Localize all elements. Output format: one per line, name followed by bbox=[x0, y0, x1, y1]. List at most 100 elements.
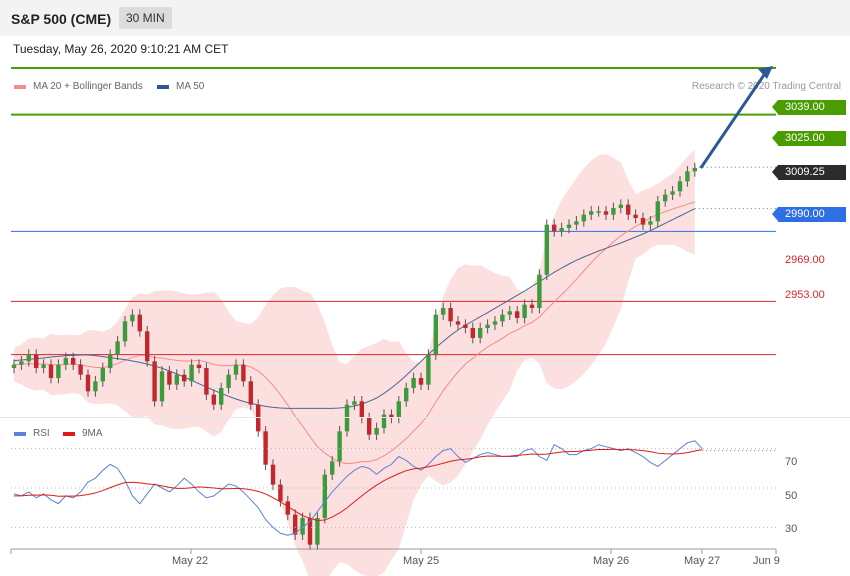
candle-body bbox=[552, 224, 557, 232]
candle-body bbox=[663, 194, 668, 202]
candle-body bbox=[211, 394, 216, 405]
candle-body bbox=[455, 321, 461, 325]
level-tag-3039: 3039.00 bbox=[772, 100, 846, 115]
candle-body bbox=[685, 171, 690, 182]
legend-ma50: MA 50 bbox=[157, 81, 204, 92]
candle-body bbox=[507, 311, 512, 315]
candle-body bbox=[322, 474, 327, 518]
candle-body bbox=[337, 431, 342, 462]
bollinger-band bbox=[14, 149, 695, 576]
candle-body bbox=[152, 361, 157, 402]
candle-body bbox=[19, 361, 24, 365]
candle-body bbox=[566, 224, 572, 228]
x-label-may26: May 26 bbox=[593, 555, 630, 567]
candle-body bbox=[603, 211, 609, 215]
candle-body bbox=[677, 181, 683, 192]
ma50-swatch bbox=[157, 84, 169, 89]
projection-arrowhead bbox=[758, 66, 773, 79]
candle-body bbox=[448, 308, 453, 322]
candle-body bbox=[537, 274, 542, 308]
candle-body bbox=[367, 418, 372, 435]
candle-body bbox=[389, 414, 394, 418]
candle-body bbox=[574, 221, 579, 225]
candle-body bbox=[596, 211, 601, 213]
candle-body bbox=[293, 514, 298, 535]
candle-body bbox=[285, 501, 290, 515]
level-tag-3025: 3025.00 bbox=[772, 131, 846, 146]
legend-ma20: MA 20 + Bollinger Bands bbox=[14, 81, 143, 92]
candle-body bbox=[544, 224, 549, 275]
level-tag-2990: 2990.00 bbox=[772, 207, 846, 222]
candle-body bbox=[130, 314, 135, 322]
candle-body bbox=[500, 314, 505, 322]
candle-body bbox=[71, 358, 76, 365]
candle-body bbox=[278, 484, 283, 502]
rsi-swatch bbox=[14, 431, 26, 436]
last-price-tag: 3009.25 bbox=[772, 165, 846, 180]
candle-body bbox=[270, 464, 276, 485]
candle-body bbox=[529, 304, 535, 308]
candle-body bbox=[248, 381, 253, 405]
candle-body bbox=[581, 214, 586, 222]
candle-body bbox=[626, 204, 631, 215]
candle-body bbox=[433, 314, 438, 355]
timeframe-badge[interactable]: 30 MIN bbox=[119, 7, 172, 29]
rsi-line bbox=[13, 440, 703, 536]
candle-body bbox=[374, 428, 379, 435]
candle-body bbox=[441, 308, 446, 315]
x-label-jun9: Jun 9 bbox=[753, 555, 780, 567]
candle-body bbox=[93, 381, 98, 392]
legend-9ma-label: 9MA bbox=[82, 428, 103, 439]
instrument-title: S&P 500 (CME) bbox=[11, 11, 112, 27]
candle-body bbox=[478, 328, 483, 338]
candle-body bbox=[26, 354, 31, 362]
chart-header: S&P 500 (CME) 30 MIN bbox=[0, 0, 850, 36]
rsi-tick-30: 30 bbox=[785, 523, 798, 535]
candle-body bbox=[648, 221, 653, 225]
candle-body bbox=[145, 331, 150, 362]
legend-rsi: RSI bbox=[14, 428, 50, 439]
candle-body bbox=[122, 321, 128, 342]
ma20-swatch bbox=[14, 84, 26, 89]
rsi-ma-line bbox=[14, 448, 703, 521]
candle-body bbox=[611, 208, 616, 215]
candle-body bbox=[174, 374, 179, 385]
candle-body bbox=[470, 328, 475, 338]
candle-body bbox=[108, 354, 113, 368]
candle-body bbox=[330, 461, 335, 475]
candle-body bbox=[48, 364, 54, 378]
candle-body bbox=[189, 364, 194, 382]
panel-separator bbox=[0, 417, 850, 418]
candle-body bbox=[655, 201, 660, 222]
candle-body bbox=[344, 404, 350, 432]
candle-body bbox=[692, 168, 697, 172]
x-label-may22: May 22 bbox=[172, 555, 209, 567]
candle-body bbox=[426, 354, 431, 385]
candle-body bbox=[670, 191, 675, 195]
candle-body bbox=[204, 368, 209, 395]
candle-body bbox=[233, 364, 239, 375]
copyright: Research © 2020 Trading Central bbox=[691, 81, 841, 92]
candle-body bbox=[492, 321, 498, 325]
candle-body bbox=[41, 364, 46, 368]
candle-body bbox=[315, 518, 320, 545]
candle-body bbox=[63, 358, 68, 365]
legend-9ma: 9MA bbox=[63, 428, 103, 439]
candle-body bbox=[618, 204, 623, 208]
candle-body bbox=[559, 228, 564, 232]
candle-body bbox=[159, 371, 165, 402]
candle-body bbox=[463, 324, 468, 328]
candle-body bbox=[411, 378, 416, 388]
level-tag-2953: 2953.00 bbox=[785, 289, 825, 301]
9ma-swatch bbox=[63, 431, 75, 436]
candle-body bbox=[307, 518, 313, 545]
candle-body bbox=[263, 431, 268, 465]
candle-body bbox=[196, 364, 202, 368]
candle-body bbox=[78, 364, 83, 375]
legend-ma50-label: MA 50 bbox=[176, 81, 205, 92]
candle-body bbox=[56, 364, 61, 378]
candle-body bbox=[396, 401, 401, 418]
legend-rsi-label: RSI bbox=[33, 428, 50, 439]
ma20-line bbox=[13, 201, 695, 465]
